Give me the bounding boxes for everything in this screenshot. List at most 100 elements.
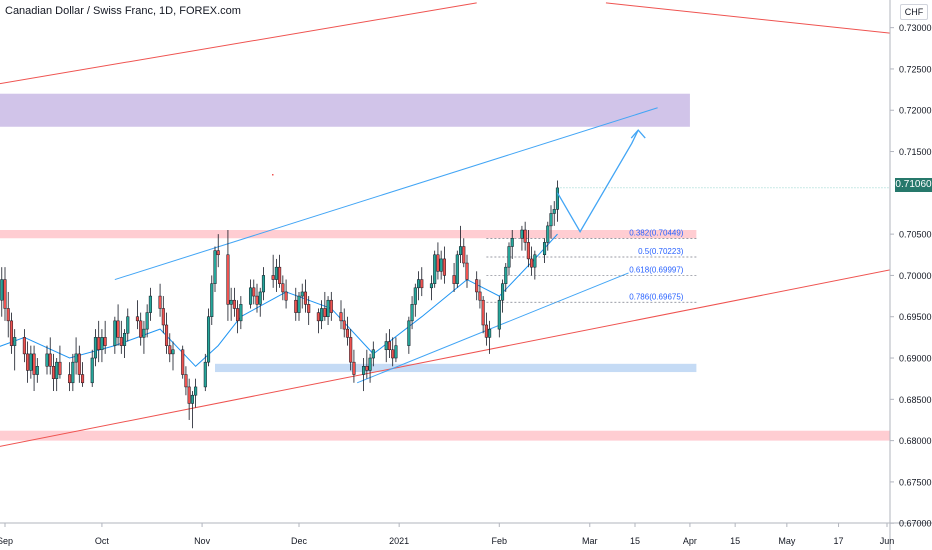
candle bbox=[194, 378, 198, 408]
candle bbox=[281, 275, 285, 301]
candle bbox=[462, 238, 466, 268]
candle bbox=[216, 234, 220, 268]
candle bbox=[455, 250, 459, 288]
candle bbox=[465, 254, 469, 288]
y-tick-label: 0.73000 bbox=[899, 23, 932, 33]
red-zone-lower bbox=[0, 430, 890, 441]
candle bbox=[316, 308, 320, 334]
candle bbox=[122, 329, 127, 359]
candle bbox=[349, 329, 353, 371]
candle bbox=[510, 230, 514, 259]
candle bbox=[458, 225, 463, 264]
candle bbox=[410, 296, 414, 330]
candle bbox=[429, 275, 434, 301]
candle bbox=[203, 353, 207, 392]
candle bbox=[329, 291, 333, 321]
candle bbox=[93, 329, 98, 367]
candle bbox=[371, 341, 375, 367]
candle bbox=[420, 267, 424, 297]
candle bbox=[29, 345, 33, 379]
candle bbox=[294, 287, 298, 321]
x-tick-label: Jun bbox=[880, 536, 895, 546]
candle bbox=[478, 279, 482, 309]
candle bbox=[103, 320, 107, 354]
candle bbox=[278, 254, 282, 288]
candle bbox=[452, 263, 456, 292]
x-tick-label: Dec bbox=[291, 536, 308, 546]
candle bbox=[181, 345, 185, 379]
fib-level-label: 0.5(0.70223) bbox=[638, 247, 684, 256]
candle bbox=[9, 312, 14, 354]
candle bbox=[145, 304, 149, 338]
red-upper-trendline-left bbox=[0, 2, 477, 85]
candle bbox=[488, 320, 492, 354]
candle bbox=[504, 263, 508, 292]
plot-area: 0.382(0.70449) 0.5(0.70223) 0.618(0.69997)… bbox=[0, 2, 890, 447]
candle bbox=[187, 378, 191, 420]
y-tick-label: 0.70500 bbox=[899, 230, 932, 240]
candle bbox=[555, 180, 560, 222]
x-tick-label: Feb bbox=[492, 536, 508, 546]
candle bbox=[436, 242, 440, 280]
candle bbox=[90, 349, 94, 387]
chart-title: Canadian Dollar / Swiss Franc, 1D, FOREX… bbox=[5, 5, 241, 17]
candle bbox=[497, 296, 501, 338]
fib-level-label: 0.618(0.69997) bbox=[629, 266, 684, 275]
candle bbox=[74, 337, 78, 375]
candle bbox=[135, 300, 140, 330]
candle bbox=[48, 337, 52, 375]
candle bbox=[416, 271, 421, 301]
candle bbox=[226, 230, 230, 321]
candle bbox=[413, 283, 417, 317]
candle bbox=[210, 275, 214, 325]
candle bbox=[229, 287, 233, 321]
candle bbox=[326, 296, 330, 325]
y-tick-label: 0.72500 bbox=[899, 64, 932, 74]
candle bbox=[549, 205, 553, 239]
currency-button[interactable]: CHF bbox=[900, 4, 928, 20]
candle bbox=[258, 287, 262, 317]
projection-arrowhead bbox=[630, 129, 646, 139]
red-lower-trendline bbox=[0, 269, 890, 447]
y-tick-label: 0.67000 bbox=[899, 519, 932, 529]
x-tick-label: Mar bbox=[582, 536, 598, 546]
x-tick-label: Sep bbox=[0, 536, 13, 546]
red-zone-upper bbox=[0, 230, 697, 239]
candle bbox=[552, 201, 556, 226]
candle bbox=[368, 353, 372, 383]
purple-resistance-zone bbox=[0, 93, 690, 127]
candle bbox=[520, 225, 524, 251]
candle bbox=[158, 283, 162, 317]
y-tick-label: 0.71500 bbox=[899, 147, 932, 157]
candle bbox=[58, 345, 62, 379]
candle bbox=[533, 250, 537, 280]
candle bbox=[164, 312, 169, 354]
y-tick-label: 0.69000 bbox=[899, 354, 932, 364]
candle bbox=[119, 320, 123, 354]
candle bbox=[391, 337, 395, 367]
projection-path bbox=[556, 129, 639, 233]
y-tick-label: 0.67500 bbox=[899, 477, 932, 487]
candle bbox=[32, 345, 36, 392]
candle bbox=[303, 279, 308, 313]
candle bbox=[239, 296, 243, 330]
candle bbox=[271, 254, 275, 288]
candle bbox=[384, 333, 388, 363]
x-tick-label: 15 bbox=[730, 536, 740, 546]
candle bbox=[394, 337, 398, 363]
candle bbox=[171, 341, 175, 371]
candle bbox=[365, 349, 369, 379]
y-tick-label: 0.68500 bbox=[899, 395, 932, 405]
candle bbox=[206, 308, 211, 367]
candle bbox=[35, 358, 39, 383]
x-tick-label: 2021 bbox=[389, 536, 409, 546]
candle bbox=[284, 279, 288, 309]
candle bbox=[71, 353, 75, 392]
candle bbox=[168, 333, 172, 363]
candle bbox=[22, 329, 26, 363]
fib-level-label: 0.786(0.69675) bbox=[629, 292, 684, 301]
marker-dot bbox=[272, 174, 274, 176]
candle bbox=[323, 291, 327, 321]
y-tick-label: 0.69500 bbox=[899, 312, 932, 322]
